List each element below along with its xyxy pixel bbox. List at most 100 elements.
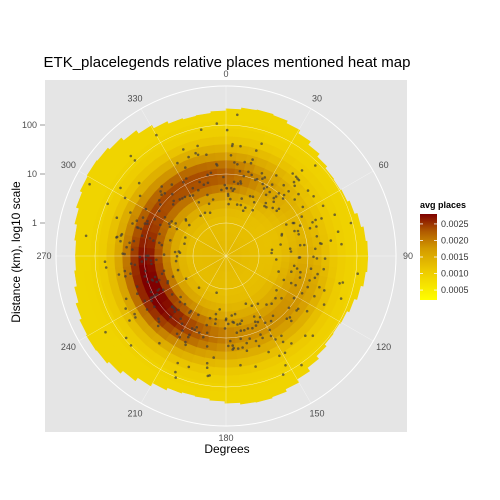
observation-point xyxy=(206,193,209,197)
observation-point xyxy=(244,206,247,209)
heat-cell xyxy=(214,151,228,161)
observation-point xyxy=(261,177,264,180)
observation-point xyxy=(180,322,184,326)
observation-point xyxy=(160,243,164,247)
observation-point xyxy=(263,321,267,325)
observation-point xyxy=(243,329,246,332)
observation-point xyxy=(290,270,293,274)
observation-point xyxy=(308,226,312,230)
observation-point xyxy=(205,366,209,370)
observation-point xyxy=(162,269,166,273)
observation-point xyxy=(301,205,305,209)
observation-point xyxy=(168,225,172,229)
observation-point xyxy=(135,219,139,222)
observation-point xyxy=(285,317,289,321)
observation-point xyxy=(178,300,182,304)
observation-point xyxy=(181,329,184,332)
observation-point xyxy=(140,234,144,237)
heat-cell xyxy=(222,223,227,233)
observation-point xyxy=(138,255,142,259)
observation-point xyxy=(269,319,273,323)
observation-point xyxy=(182,148,185,151)
heat-cell xyxy=(344,255,355,271)
observation-point xyxy=(197,331,201,335)
heat-cell xyxy=(177,255,187,262)
observation-point xyxy=(280,234,284,237)
legend-colorbar xyxy=(420,214,437,300)
heat-cell xyxy=(225,279,230,289)
observation-point xyxy=(214,312,218,316)
heat-cell xyxy=(273,249,283,257)
angle-tick-label: 120 xyxy=(376,342,391,352)
observation-point xyxy=(214,317,218,321)
observation-point xyxy=(135,226,139,229)
heat-cell xyxy=(297,247,307,257)
observation-point xyxy=(285,223,288,226)
observation-point xyxy=(174,370,177,374)
observation-point xyxy=(195,326,198,329)
observation-point xyxy=(184,166,187,169)
observation-point xyxy=(248,337,251,340)
observation-point xyxy=(298,224,302,227)
observation-point xyxy=(271,206,275,210)
y-axis-title: Distance (km), log10 scale xyxy=(9,181,23,323)
observation-point xyxy=(275,289,278,292)
angle-tick-label: 150 xyxy=(309,409,324,419)
observation-point xyxy=(175,254,179,258)
heat-cell xyxy=(209,390,227,401)
observation-point xyxy=(289,250,293,253)
observation-point xyxy=(277,207,281,211)
observation-point xyxy=(115,216,119,219)
observation-point xyxy=(106,202,109,206)
observation-point xyxy=(124,307,127,310)
observation-point xyxy=(206,181,210,185)
observation-point xyxy=(208,211,212,214)
observation-point xyxy=(289,281,293,285)
observation-point xyxy=(171,275,175,278)
observation-point xyxy=(233,187,236,191)
observation-point xyxy=(119,234,123,237)
heat-cell xyxy=(211,374,227,385)
observation-point xyxy=(172,199,175,203)
observation-point xyxy=(229,154,233,157)
angle-tick-label: 60 xyxy=(379,160,389,170)
heat-cell xyxy=(224,367,239,377)
heat-cell xyxy=(321,244,331,258)
observation-point xyxy=(261,336,264,340)
observation-point xyxy=(229,197,232,201)
heat-cell xyxy=(224,382,241,393)
observation-point xyxy=(124,336,128,340)
observation-point xyxy=(205,331,209,335)
observation-point xyxy=(153,305,156,309)
observation-point xyxy=(150,299,153,303)
observation-point xyxy=(179,317,182,321)
observation-point xyxy=(235,203,239,206)
observation-point xyxy=(170,220,173,223)
observation-point xyxy=(284,364,287,367)
x-axis-title: Degrees xyxy=(204,442,249,456)
observation-point xyxy=(243,160,246,164)
observation-point xyxy=(250,173,253,177)
observation-point xyxy=(191,186,195,190)
observation-point xyxy=(313,276,317,280)
observation-point xyxy=(215,122,219,125)
observation-point xyxy=(231,142,234,146)
heat-cell xyxy=(225,295,232,305)
heat-cell xyxy=(220,207,227,217)
observation-point xyxy=(300,169,304,172)
observation-point xyxy=(144,254,148,258)
observation-point xyxy=(312,255,315,259)
heat-cell xyxy=(358,269,366,287)
observation-point xyxy=(187,335,190,339)
heat-cell xyxy=(75,301,88,321)
observation-point xyxy=(336,230,340,233)
observation-point xyxy=(275,258,278,261)
observation-point xyxy=(264,193,268,197)
observation-point xyxy=(306,189,310,192)
observation-point xyxy=(184,343,187,347)
observation-point xyxy=(315,225,318,228)
observation-point xyxy=(240,319,244,323)
observation-point xyxy=(239,329,243,333)
observation-point xyxy=(163,192,167,195)
